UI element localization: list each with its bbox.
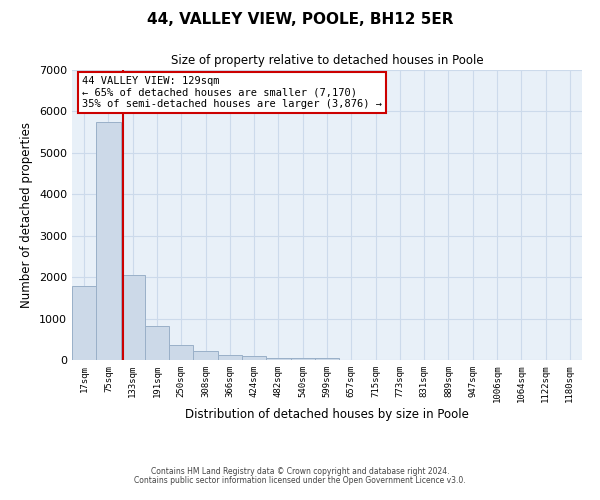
- Text: Contains public sector information licensed under the Open Government Licence v3: Contains public sector information licen…: [134, 476, 466, 485]
- Bar: [193, 351, 218, 360]
- Bar: [96, 122, 121, 360]
- Text: 44, VALLEY VIEW, POOLE, BH12 5ER: 44, VALLEY VIEW, POOLE, BH12 5ER: [147, 12, 453, 28]
- Title: Size of property relative to detached houses in Poole: Size of property relative to detached ho…: [170, 54, 484, 68]
- Y-axis label: Number of detached properties: Number of detached properties: [20, 122, 34, 308]
- Bar: [169, 344, 193, 360]
- Bar: [242, 356, 266, 360]
- Bar: [290, 358, 315, 360]
- X-axis label: Distribution of detached houses by size in Poole: Distribution of detached houses by size …: [185, 408, 469, 421]
- Bar: [266, 358, 290, 360]
- Bar: [315, 358, 339, 360]
- Bar: [218, 354, 242, 360]
- Bar: [145, 326, 169, 360]
- Text: Contains HM Land Registry data © Crown copyright and database right 2024.: Contains HM Land Registry data © Crown c…: [151, 467, 449, 476]
- Text: 44 VALLEY VIEW: 129sqm
← 65% of detached houses are smaller (7,170)
35% of semi-: 44 VALLEY VIEW: 129sqm ← 65% of detached…: [82, 76, 382, 109]
- Bar: [121, 274, 145, 360]
- Bar: [72, 286, 96, 360]
